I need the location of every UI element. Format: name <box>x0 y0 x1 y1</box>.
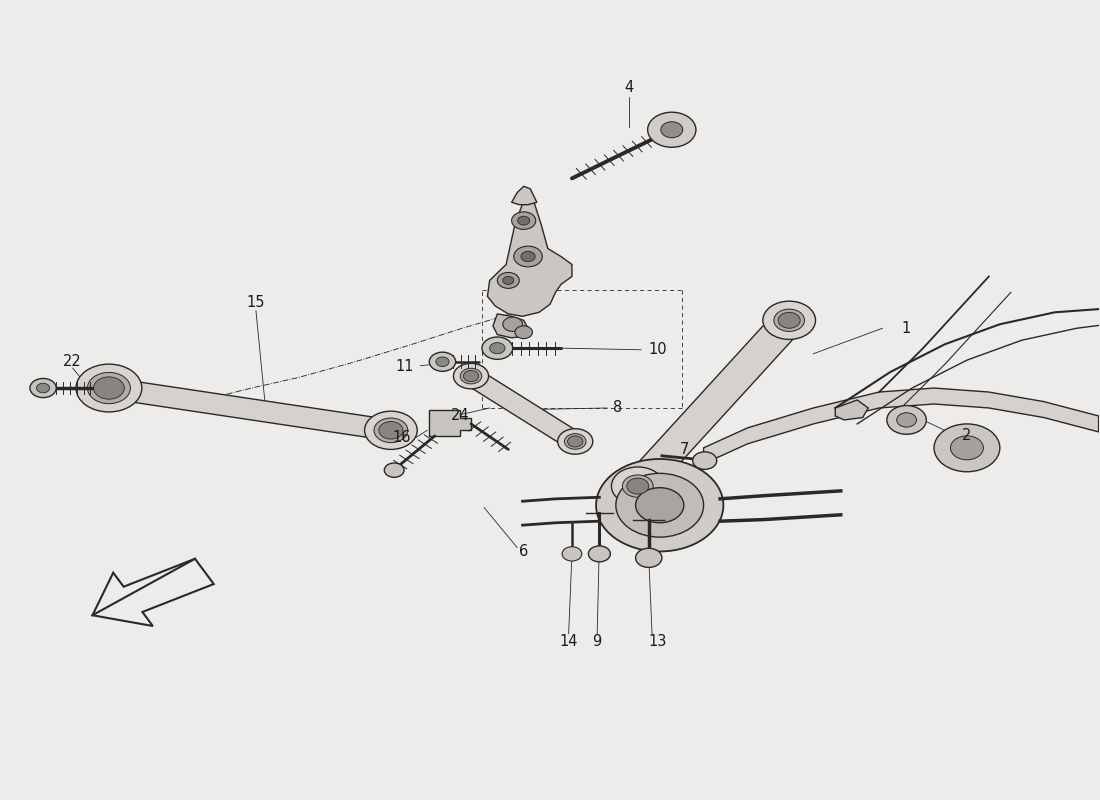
Circle shape <box>515 326 532 338</box>
Circle shape <box>564 434 586 450</box>
Circle shape <box>616 474 704 537</box>
Circle shape <box>87 373 131 404</box>
Polygon shape <box>704 388 1099 464</box>
Text: 10: 10 <box>649 342 668 358</box>
Circle shape <box>482 337 513 359</box>
Polygon shape <box>487 201 572 316</box>
Polygon shape <box>623 314 804 493</box>
Circle shape <box>778 312 800 328</box>
Circle shape <box>503 277 514 285</box>
Text: 22: 22 <box>64 354 82 370</box>
Text: 11: 11 <box>395 359 414 374</box>
Circle shape <box>773 309 804 331</box>
Circle shape <box>436 357 449 366</box>
Circle shape <box>518 216 530 225</box>
Circle shape <box>562 546 582 561</box>
Circle shape <box>36 383 50 393</box>
Text: 13: 13 <box>649 634 667 649</box>
Circle shape <box>636 548 662 567</box>
Circle shape <box>588 546 610 562</box>
Circle shape <box>950 436 983 460</box>
Circle shape <box>429 352 455 371</box>
Text: 15: 15 <box>246 295 265 310</box>
Polygon shape <box>835 400 868 420</box>
Circle shape <box>568 436 583 447</box>
Circle shape <box>378 422 403 439</box>
Text: 9: 9 <box>593 634 602 649</box>
Circle shape <box>896 413 916 427</box>
Polygon shape <box>493 314 528 338</box>
Circle shape <box>612 467 664 506</box>
Circle shape <box>453 363 488 389</box>
Circle shape <box>384 463 404 478</box>
Text: 16: 16 <box>393 430 410 445</box>
Circle shape <box>512 212 536 230</box>
Text: 6: 6 <box>519 544 528 559</box>
Circle shape <box>76 364 142 412</box>
Text: 2: 2 <box>961 428 971 443</box>
Circle shape <box>364 411 417 450</box>
Circle shape <box>558 429 593 454</box>
Circle shape <box>934 424 1000 472</box>
Polygon shape <box>106 378 394 441</box>
Circle shape <box>503 317 522 331</box>
Circle shape <box>596 459 724 551</box>
Circle shape <box>497 273 519 288</box>
Circle shape <box>94 377 124 399</box>
Circle shape <box>648 112 696 147</box>
Circle shape <box>460 368 482 384</box>
Circle shape <box>627 478 649 494</box>
Circle shape <box>490 342 505 354</box>
Text: 14: 14 <box>560 634 578 649</box>
Circle shape <box>763 301 815 339</box>
Circle shape <box>374 418 408 442</box>
Circle shape <box>463 370 478 382</box>
Circle shape <box>521 251 536 262</box>
Circle shape <box>623 475 653 498</box>
Polygon shape <box>92 558 213 626</box>
Polygon shape <box>463 370 583 448</box>
Circle shape <box>636 488 684 522</box>
Text: 7: 7 <box>680 442 689 457</box>
Text: 1: 1 <box>901 321 911 336</box>
Text: 8: 8 <box>613 401 621 415</box>
Circle shape <box>661 122 683 138</box>
Polygon shape <box>512 186 537 205</box>
Polygon shape <box>429 410 471 436</box>
Circle shape <box>693 452 717 470</box>
Circle shape <box>30 378 56 398</box>
Circle shape <box>887 406 926 434</box>
Text: 4: 4 <box>625 80 634 95</box>
Circle shape <box>514 246 542 267</box>
Text: 24: 24 <box>451 409 470 423</box>
